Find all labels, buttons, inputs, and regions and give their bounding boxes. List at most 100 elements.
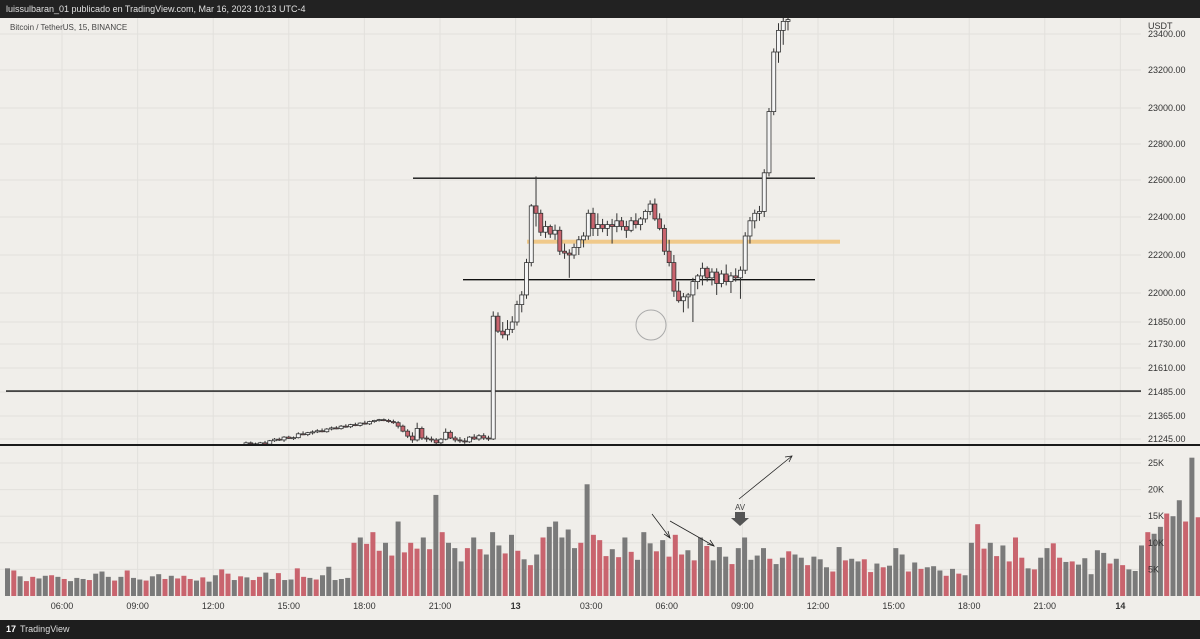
volume-bar	[389, 555, 395, 596]
volume-bar	[899, 554, 905, 596]
volume-bar	[496, 545, 502, 596]
volume-bar	[483, 554, 489, 596]
time-tick-label: 03:00	[580, 601, 603, 611]
volume-bar	[112, 580, 118, 596]
candle-body	[738, 269, 743, 279]
candle-body	[386, 420, 392, 422]
volume-bar	[1088, 574, 1094, 596]
candle-body	[410, 435, 415, 441]
supply-zone	[527, 239, 840, 244]
volume-axis[interactable]: 25K 20K 15K 10K 5K	[1148, 458, 1164, 574]
candle-body	[638, 218, 644, 225]
candle-body	[333, 427, 339, 430]
volume-bar	[55, 576, 61, 596]
time-tick-label: 12:00	[202, 601, 225, 611]
volume-bar	[219, 569, 225, 596]
candle-body	[628, 220, 634, 231]
volume-bar	[534, 554, 540, 596]
time-tick-label: 09:00	[126, 601, 149, 611]
volume-bar	[477, 549, 483, 596]
volume-bar	[1157, 526, 1163, 596]
volume-bar	[225, 573, 231, 596]
candle-body	[343, 425, 349, 428]
volume-bar	[200, 577, 206, 596]
volume-bar	[1189, 457, 1195, 596]
candle-body	[657, 218, 663, 229]
candle-body	[324, 428, 330, 433]
volume-bar	[1082, 558, 1088, 596]
volume-bar	[798, 557, 804, 596]
candle-body	[728, 275, 734, 282]
candle-body	[376, 419, 382, 422]
volume-bar	[704, 545, 710, 596]
volume-bar	[61, 578, 67, 596]
volume-bar	[975, 524, 981, 596]
candle-body	[400, 425, 406, 432]
price-chart[interactable]: AV 23400.00 23200.00 23000.00 22800.00 22600…	[0, 18, 1200, 620]
time-tick-label: 21:00	[429, 601, 452, 611]
candle-body	[424, 437, 430, 440]
volume-bar	[452, 548, 458, 596]
candle-body	[414, 428, 420, 441]
volume-bar	[660, 540, 666, 596]
volume-bar	[231, 580, 237, 596]
price-tick-label: 22200.00	[1148, 250, 1186, 260]
volume-bar	[282, 580, 288, 596]
time-tick-label: 06:00	[656, 601, 679, 611]
candle-body	[714, 271, 720, 284]
volume-bar	[408, 542, 414, 596]
volume-bar	[181, 575, 187, 596]
candle-body	[476, 435, 482, 440]
volume-tick-label: 15K	[1148, 511, 1164, 521]
volume-bar	[1151, 533, 1157, 596]
volume-bar	[320, 575, 325, 596]
volume-bar	[691, 560, 697, 596]
volume-bars-layer	[5, 457, 1200, 596]
volume-tick-label: 20K	[1148, 485, 1164, 495]
candle-body	[695, 275, 701, 282]
tradingview-logo-icon[interactable]: 17	[6, 624, 17, 634]
footer-brand[interactable]: TradingView	[20, 624, 70, 634]
volume-bar	[653, 551, 659, 596]
volume-tick-label: 5K	[1148, 564, 1159, 574]
price-axis[interactable]: 23400.00 23200.00 23000.00 22800.00 22600.00…	[1148, 29, 1186, 444]
volume-bar	[68, 581, 73, 596]
price-tick-label: 23000.00	[1148, 103, 1186, 113]
volume-bar	[420, 537, 426, 596]
volume-bar	[301, 576, 307, 596]
candle-body	[585, 212, 591, 237]
volume-bar	[540, 537, 546, 596]
arrow-down-line	[669, 520, 715, 547]
volume-bar	[357, 537, 363, 596]
price-tick-label: 21850.00	[1148, 317, 1186, 327]
candle-body	[300, 433, 306, 436]
volume-bar	[773, 564, 779, 596]
volume-bar	[370, 532, 376, 596]
candle-body	[766, 111, 772, 174]
time-tick-label: 18:00	[353, 601, 376, 611]
volume-bar	[868, 572, 874, 596]
candle-body	[519, 294, 525, 305]
volume-bar	[162, 578, 168, 596]
symbol-legend: Bitcoin / TetherUS, 15, BINANCE	[10, 23, 127, 32]
publish-info-text: luissulbaran_01 publicado en TradingView…	[6, 4, 306, 14]
candle-body	[276, 438, 282, 441]
candle-body	[533, 205, 539, 214]
volume-bar	[943, 575, 949, 596]
volume-bar	[546, 526, 552, 596]
candle-body	[700, 267, 705, 277]
arrow-down-line	[651, 513, 671, 539]
volume-bar	[364, 543, 370, 596]
volume-bar	[1094, 550, 1100, 596]
candle-body	[761, 172, 767, 212]
volume-bar	[439, 532, 445, 596]
time-axis[interactable]: 06:00 09:00 12:00 15:00 18:00 21:00 13 03:00 06:…	[51, 601, 1126, 611]
price-unit-label: USDT	[1148, 21, 1173, 31]
candle-body	[505, 328, 510, 336]
volume-bar	[590, 534, 596, 596]
volume-bar	[464, 548, 470, 596]
volume-bar	[1025, 568, 1031, 596]
volume-bar	[1000, 545, 1006, 596]
volume-bar	[307, 577, 313, 596]
volume-bar	[86, 580, 92, 596]
